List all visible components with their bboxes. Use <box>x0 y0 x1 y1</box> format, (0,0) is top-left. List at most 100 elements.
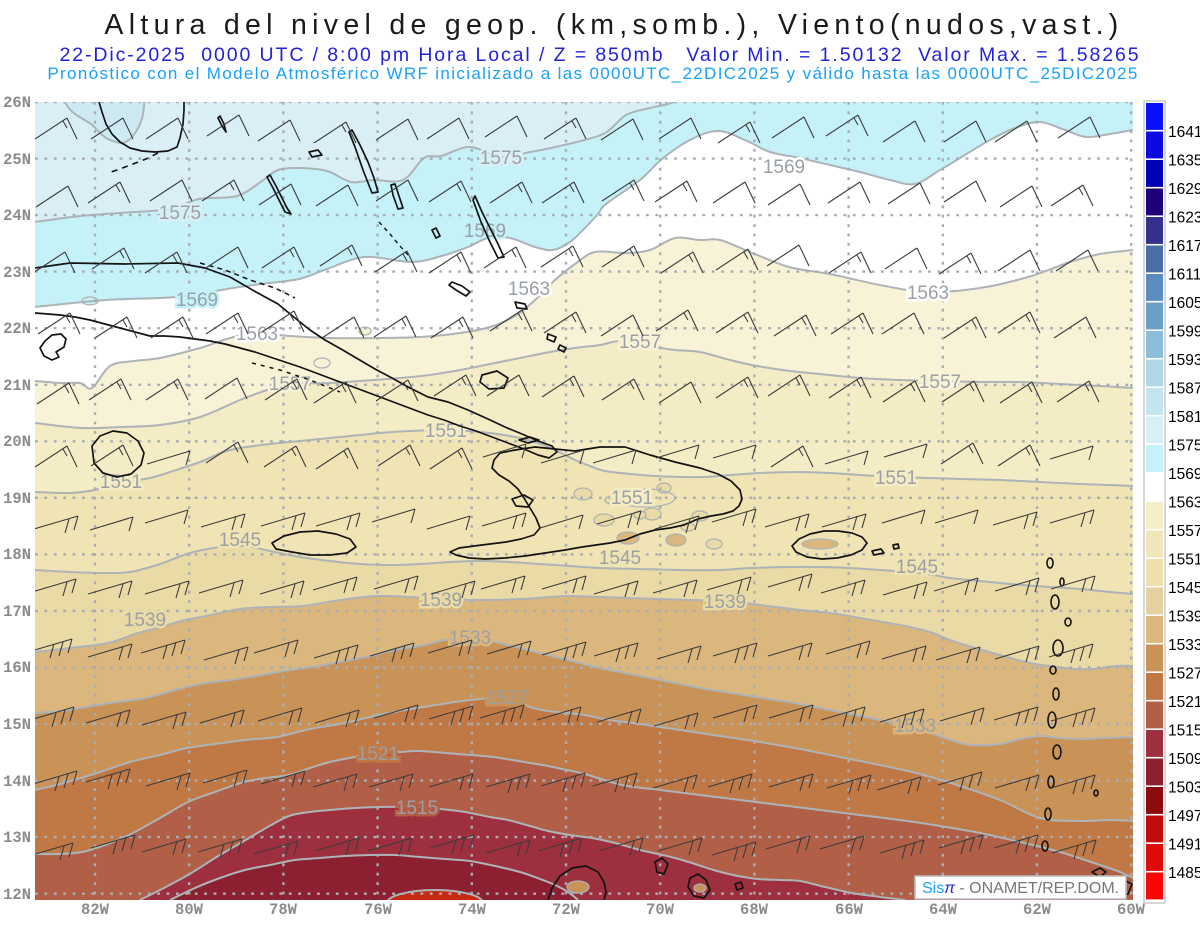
svg-text:1539: 1539 <box>704 592 746 613</box>
svg-text:1545: 1545 <box>219 530 261 551</box>
svg-text:1545: 1545 <box>219 530 261 551</box>
svg-text:1533: 1533 <box>894 716 936 737</box>
svg-text:1575: 1575 <box>159 203 201 224</box>
svg-text:22N: 22N <box>3 320 31 338</box>
svg-text:1575: 1575 <box>1168 438 1200 455</box>
svg-text:1527: 1527 <box>486 688 528 709</box>
svg-text:1581: 1581 <box>1168 409 1200 426</box>
svg-text:14N: 14N <box>3 773 31 791</box>
svg-text:64W: 64W <box>929 901 958 919</box>
svg-text:1629: 1629 <box>1168 181 1200 198</box>
svg-text:1491: 1491 <box>1168 837 1200 854</box>
svg-text:1551: 1551 <box>100 472 142 493</box>
svg-text:62W: 62W <box>1023 901 1052 919</box>
svg-text:23N: 23N <box>3 264 31 282</box>
svg-text:1551: 1551 <box>611 488 653 509</box>
svg-text:1515: 1515 <box>1168 723 1200 740</box>
svg-text:24N: 24N <box>3 207 31 225</box>
svg-text:1557: 1557 <box>1168 523 1200 540</box>
svg-text:1545: 1545 <box>599 548 641 569</box>
svg-text:70W: 70W <box>646 901 675 919</box>
svg-text:1539: 1539 <box>124 610 166 631</box>
svg-text:1569: 1569 <box>1168 466 1200 483</box>
svg-text:1575: 1575 <box>159 203 201 224</box>
svg-text:1563: 1563 <box>907 283 949 304</box>
svg-text:12N: 12N <box>3 886 31 904</box>
svg-text:82W: 82W <box>81 901 110 919</box>
svg-text:Altura del nivel de geop. (km,: Altura del nivel de geop. (km,somb.), Vi… <box>104 9 1123 41</box>
svg-text:1617: 1617 <box>1168 238 1200 255</box>
svg-text:1641: 1641 <box>1168 124 1200 141</box>
svg-text:22-Dic-2025 0000 UTC / 8:00 p: 22-Dic-2025 0000 UTC / 8:00 pm Hora Loca… <box>59 44 1140 66</box>
svg-text:19N: 19N <box>3 490 31 508</box>
svg-text:21N: 21N <box>3 377 31 395</box>
svg-text:1563: 1563 <box>236 324 278 345</box>
svg-text:1527: 1527 <box>1168 666 1200 683</box>
svg-text:1545: 1545 <box>599 548 641 569</box>
svg-text:1557: 1557 <box>619 332 661 353</box>
svg-text:1563: 1563 <box>508 279 550 300</box>
svg-text:1623: 1623 <box>1168 210 1200 227</box>
svg-text:1557: 1557 <box>269 374 311 395</box>
svg-text:66W: 66W <box>835 901 864 919</box>
svg-text:1521: 1521 <box>357 744 399 765</box>
svg-text:1545: 1545 <box>1168 580 1200 597</box>
svg-text:1539: 1539 <box>1168 609 1200 626</box>
svg-text:1557: 1557 <box>619 332 661 353</box>
svg-text:1563: 1563 <box>1168 495 1200 512</box>
svg-text:60W: 60W <box>1117 901 1146 919</box>
svg-text:1587: 1587 <box>1168 381 1200 398</box>
svg-text:1611: 1611 <box>1168 267 1200 284</box>
svg-text:1545: 1545 <box>896 557 938 578</box>
svg-text:72W: 72W <box>552 901 581 919</box>
svg-text:74W: 74W <box>458 901 487 919</box>
svg-text:1575: 1575 <box>480 148 522 169</box>
svg-text:Sisπ - ONAMET/REP.DOM.: Sisπ - ONAMET/REP.DOM. <box>922 880 1119 897</box>
svg-text:76W: 76W <box>364 901 393 919</box>
svg-text:1521: 1521 <box>357 744 399 765</box>
svg-text:16N: 16N <box>3 659 31 677</box>
svg-text:18N: 18N <box>3 546 31 564</box>
svg-text:1593: 1593 <box>1168 352 1200 369</box>
svg-text:1551: 1551 <box>875 468 917 489</box>
svg-text:20N: 20N <box>3 433 31 451</box>
svg-text:1515: 1515 <box>396 798 438 819</box>
svg-text:1551: 1551 <box>425 421 467 442</box>
svg-text:80W: 80W <box>175 901 204 919</box>
svg-text:1551: 1551 <box>611 488 653 509</box>
svg-text:1557: 1557 <box>269 374 311 395</box>
svg-text:1575: 1575 <box>480 148 522 169</box>
svg-text:1533: 1533 <box>1168 637 1200 654</box>
svg-text:1563: 1563 <box>236 324 278 345</box>
svg-text:1503: 1503 <box>1168 780 1200 797</box>
svg-text:1569: 1569 <box>763 157 805 178</box>
svg-text:1485: 1485 <box>1168 865 1200 882</box>
svg-text:1545: 1545 <box>896 557 938 578</box>
svg-text:1599: 1599 <box>1168 324 1200 341</box>
svg-text:17N: 17N <box>3 603 31 621</box>
svg-text:1497: 1497 <box>1168 808 1200 825</box>
svg-text:1557: 1557 <box>919 372 961 393</box>
svg-text:1527: 1527 <box>486 688 528 709</box>
svg-text:1539: 1539 <box>420 590 462 611</box>
svg-text:1551: 1551 <box>875 468 917 489</box>
svg-text:1569: 1569 <box>176 290 218 311</box>
svg-text:1563: 1563 <box>907 283 949 304</box>
svg-text:1635: 1635 <box>1168 153 1200 170</box>
svg-text:15N: 15N <box>3 716 31 734</box>
svg-text:1509: 1509 <box>1168 751 1200 768</box>
svg-text:1515: 1515 <box>396 798 438 819</box>
svg-text:1539: 1539 <box>420 590 462 611</box>
svg-text:25N: 25N <box>3 151 31 169</box>
svg-text:1605: 1605 <box>1168 295 1200 312</box>
svg-text:1551: 1551 <box>1168 552 1200 569</box>
svg-text:13N: 13N <box>3 829 31 847</box>
svg-text:78W: 78W <box>269 901 298 919</box>
svg-text:1539: 1539 <box>704 592 746 613</box>
svg-text:1563: 1563 <box>508 279 550 300</box>
svg-text:26N: 26N <box>3 94 31 112</box>
svg-text:1551: 1551 <box>425 421 467 442</box>
svg-text:68W: 68W <box>740 901 769 919</box>
svg-text:Pronóstico con el Modelo Atmos: Pronóstico con el Modelo Atmosférico WRF… <box>47 64 1138 83</box>
svg-text:1521: 1521 <box>1168 694 1200 711</box>
